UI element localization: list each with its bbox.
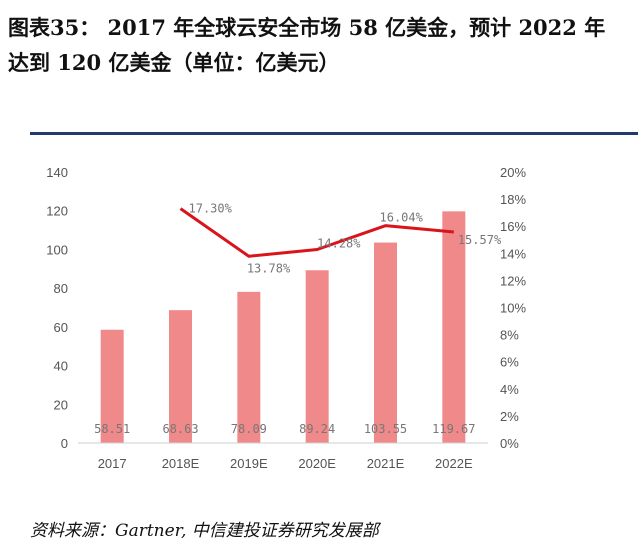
bar-value-label: 58.51 [94, 422, 130, 436]
bar-2019E [237, 291, 261, 443]
right-axis: 0% 2% 4% 6% 8% 10% 12% 14% 16% 18% 20% [500, 165, 526, 451]
title-line-2: 达到 120 亿美金（单位：亿美元） [8, 50, 340, 75]
x-tick-label: 2020E [298, 456, 336, 471]
line-value-label: 17.30% [189, 202, 233, 216]
right-tick-label: 16% [500, 219, 526, 234]
x-tick-label: 2021E [367, 456, 405, 471]
x-tick-label: 2018E [162, 456, 200, 471]
line-value-label: 16.04% [380, 211, 424, 225]
line-value-label: 14.28% [317, 237, 361, 251]
x-tick-label: 2017 [98, 456, 127, 471]
left-tick-label: 60 [54, 320, 68, 335]
bar-labels: 58.51 68.63 78.09 89.24 103.55 119.67 [94, 422, 475, 436]
right-tick-label: 14% [500, 246, 526, 261]
source-note: 资料来源：Gartner, 中信建投证券研究发展部 [30, 521, 379, 541]
bar-value-label: 103.55 [364, 422, 407, 436]
x-axis: 2017 2018E 2019E 2020E 2021E 2022E [78, 442, 488, 471]
right-tick-label: 10% [500, 301, 526, 316]
title-divider [30, 132, 638, 135]
growth-line-series [179, 207, 454, 258]
line-labels: 17.30% 13.78% 14.28% 16.04% 15.57% [189, 202, 502, 276]
title-line-1: 图表35： 2017 年全球云安全市场 58 亿美金，预计 2022 年 [8, 15, 606, 40]
bar-2018E [169, 310, 192, 443]
bar-value-label: 119.67 [432, 422, 475, 436]
bar-value-label: 78.09 [231, 422, 267, 436]
growth-line [179, 207, 454, 258]
line-value-label: 15.57% [458, 233, 502, 247]
bar-2021E [374, 242, 397, 443]
x-tick-label: 2022E [435, 456, 473, 471]
chart-title: 图表35： 2017 年全球云安全市场 58 亿美金，预计 2022 年 达到 … [8, 10, 634, 80]
right-tick-label: 12% [500, 273, 526, 288]
right-tick-label: 4% [500, 382, 519, 397]
right-tick-label: 2% [500, 409, 519, 424]
left-tick-label: 40 [54, 359, 68, 374]
line-value-label: 13.78% [247, 261, 291, 275]
left-tick-label: 0 [61, 436, 68, 451]
left-axis: 0 20 40 60 80 100 120 140 [46, 165, 68, 451]
market-size-chart: 0 20 40 60 80 100 120 140 0% 2% 4% 6% 8% 10% 12% 14% 16… [46, 165, 526, 471]
bar-2020E [305, 270, 329, 443]
left-tick-label: 140 [46, 165, 68, 180]
bar-value-label: 89.24 [299, 422, 335, 436]
left-tick-label: 20 [54, 397, 68, 412]
bar-value-label: 68.63 [162, 422, 198, 436]
right-tick-label: 0% [500, 436, 519, 451]
left-tick-label: 120 [46, 204, 68, 219]
bar-2017 [100, 329, 124, 443]
left-tick-label: 100 [46, 242, 68, 257]
right-tick-label: 6% [500, 355, 519, 370]
bar-series [100, 211, 466, 443]
bar-2022E [442, 211, 466, 443]
left-tick-label: 80 [54, 281, 68, 296]
x-tick-label: 2019E [230, 456, 268, 471]
right-tick-label: 8% [500, 328, 519, 343]
right-tick-label: 20% [500, 165, 526, 180]
right-tick-label: 18% [500, 192, 526, 207]
